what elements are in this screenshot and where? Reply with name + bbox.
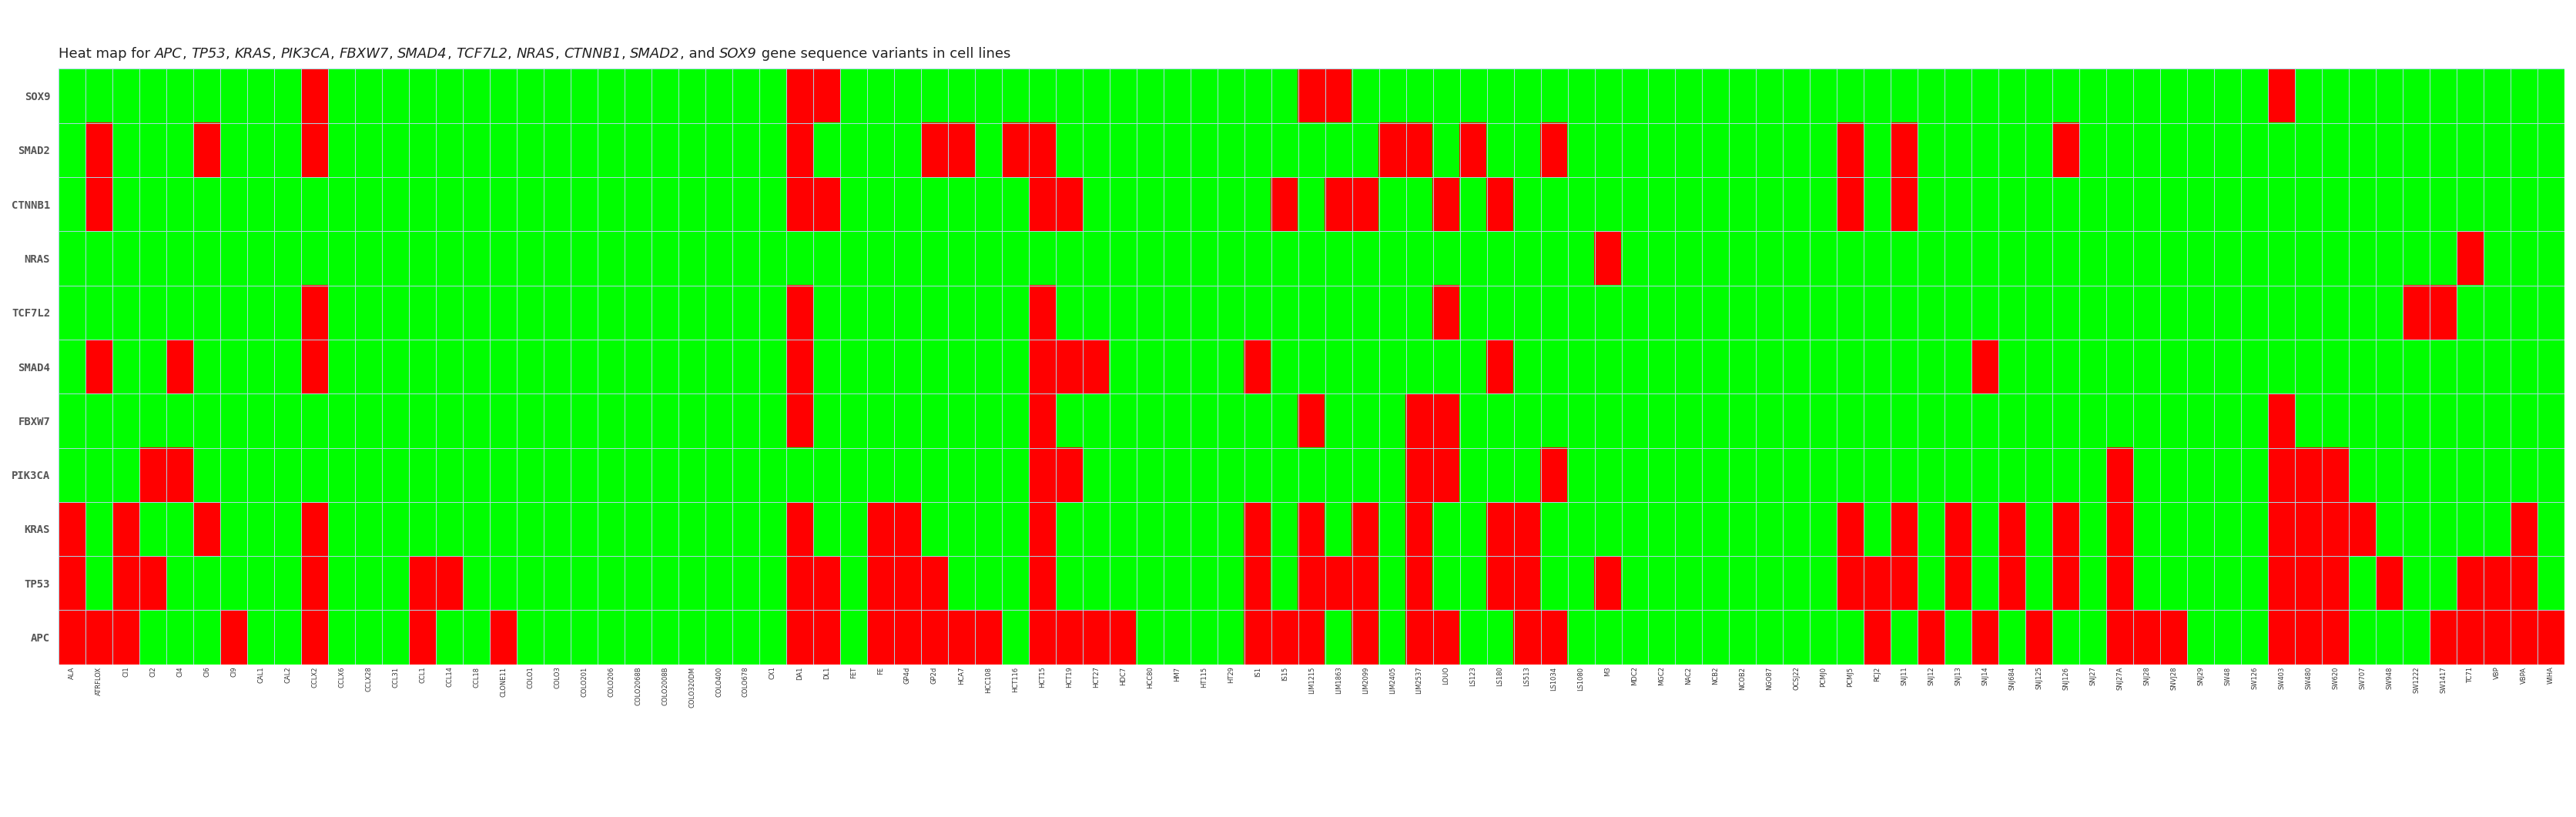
Text: gene sequence variants in cell lines: gene sequence variants in cell lines: [757, 47, 1010, 60]
Text: ,: ,: [448, 47, 456, 60]
Text: TCF7L2: TCF7L2: [456, 47, 507, 60]
Text: PIK3CA: PIK3CA: [281, 47, 330, 60]
Text: NRAS: NRAS: [518, 47, 554, 60]
Text: , and: , and: [680, 47, 719, 60]
Text: SOX9: SOX9: [719, 47, 757, 60]
Text: ,: ,: [273, 47, 281, 60]
Text: SMAD4: SMAD4: [397, 47, 448, 60]
Text: ,: ,: [227, 47, 234, 60]
Text: ,: ,: [554, 47, 564, 60]
Text: ,: ,: [389, 47, 397, 60]
Text: FBXW7: FBXW7: [340, 47, 389, 60]
Text: ,: ,: [621, 47, 631, 60]
Text: ,: ,: [183, 47, 191, 60]
Text: APC: APC: [155, 47, 183, 60]
Text: ,: ,: [507, 47, 518, 60]
Text: ,: ,: [330, 47, 340, 60]
Text: KRAS: KRAS: [234, 47, 273, 60]
Text: SMAD2: SMAD2: [631, 47, 680, 60]
Text: CTNNB1: CTNNB1: [564, 47, 621, 60]
Text: TP53: TP53: [191, 47, 227, 60]
Text: Heat map for: Heat map for: [59, 47, 155, 60]
